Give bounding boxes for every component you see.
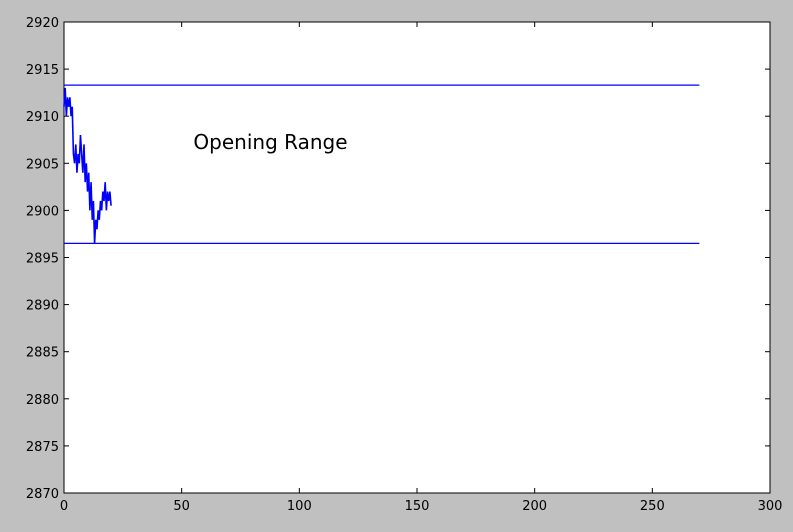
axis-ticks <box>63 21 771 494</box>
axis-tick-labels: 0 50 100 150 200 250 300 2870 2875 2880 2885 2890 28… <box>26 16 783 514</box>
y-tick-label: 2910 <box>26 110 59 125</box>
y-tick-label: 2915 <box>26 63 59 78</box>
x-tick-label: 50 <box>173 499 190 514</box>
x-tick-label: 100 <box>287 499 312 514</box>
y-tick-label: 2900 <box>26 204 59 219</box>
series-line-0 <box>63 87 112 244</box>
y-tick-label: 2890 <box>26 299 59 314</box>
x-tick-label: 150 <box>405 499 430 514</box>
x-tick-label: 200 <box>522 499 547 514</box>
x-tick-label: 250 <box>640 499 665 514</box>
x-tick-label: 0 <box>60 499 68 514</box>
y-tick-label: 2905 <box>26 157 59 172</box>
plot-area <box>63 21 771 494</box>
y-tick-label: 2880 <box>26 393 59 408</box>
series-layer <box>63 84 700 244</box>
y-tick-label: 2870 <box>26 487 59 502</box>
y-tick-label: 2920 <box>26 16 59 31</box>
y-tick-label: 2895 <box>26 252 59 267</box>
annotation-text: Opening Range <box>193 130 347 154</box>
x-tick-label: 300 <box>758 499 783 514</box>
annotations: Opening Range <box>193 130 347 154</box>
y-tick-label: 2875 <box>26 440 59 455</box>
y-tick-label: 2885 <box>26 346 59 361</box>
